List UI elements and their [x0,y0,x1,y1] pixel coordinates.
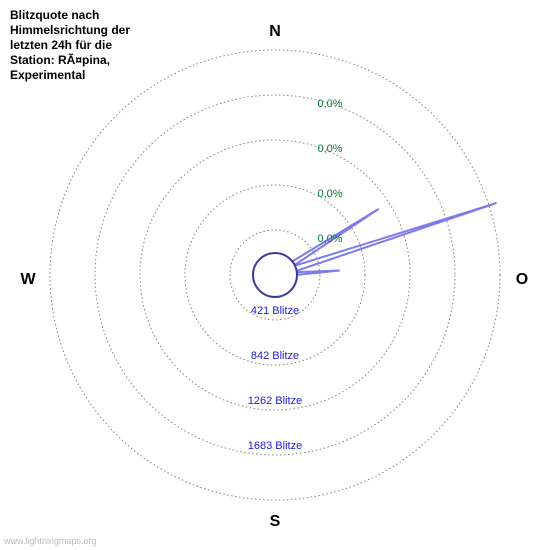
ring-label-green-3: 0,0% [317,233,342,245]
cardinal-n: N [269,23,281,40]
cardinal-w: W [20,271,36,288]
ring-label-green-1: 0,0% [317,143,342,155]
ring-label-blue-0: 1683 Blitze [248,440,302,452]
ring-label-green-0: 0,0% [317,98,342,110]
ring-label-blue-2: 842 Blitze [251,350,299,362]
ring-label-blue-1: 1262 Blitze [248,395,302,407]
ring-label-green-2: 0,0% [317,188,342,200]
attribution-text: www.lightningmaps.org [4,536,97,546]
cardinal-e: O [516,271,528,288]
center-circle [253,253,297,297]
chart-page: Blitzquote nach Himmelsrichtung der letz… [0,0,550,550]
ring-label-blue-3: 421 Blitze [251,305,299,317]
polar-rose-chart: N S O W 0,0% 1683 Blitze 0,0% 1262 Blitze 0,0% 84… [0,0,550,550]
cardinal-s: S [270,513,281,530]
